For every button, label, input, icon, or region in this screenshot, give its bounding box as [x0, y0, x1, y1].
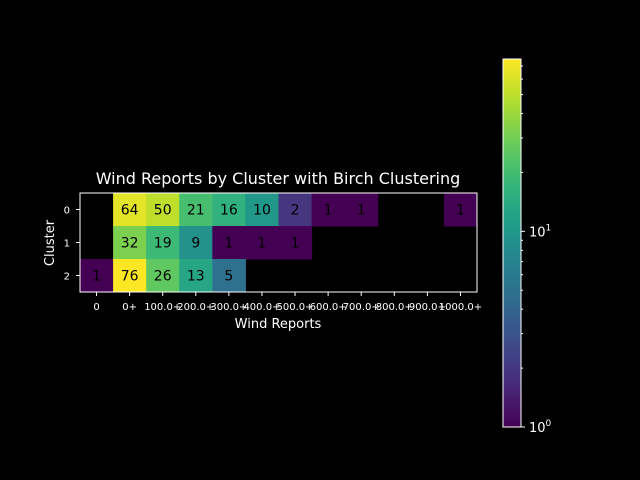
cell-value-label: 1 — [92, 269, 101, 285]
colorbar-tick-label: 100 — [529, 419, 552, 436]
x-tick-label: 600.0+ — [310, 302, 347, 313]
x-tick-label: 1000.0+ — [439, 302, 482, 313]
cell-value-label: 1 — [456, 203, 465, 219]
heatmap-cell — [212, 193, 246, 227]
y-tick-label: 1 — [64, 239, 70, 250]
cell-value-label: 1 — [324, 203, 333, 219]
y-tick-label: 0 — [64, 206, 70, 217]
cell-value-label: 1 — [357, 203, 366, 219]
y-axis-ticks: 0 1 2 — [64, 206, 80, 283]
heatmap-cell — [113, 193, 147, 227]
heatmap-cell — [146, 226, 180, 260]
heatmap-cell — [113, 259, 147, 293]
x-tick-label: 0 — [93, 302, 99, 313]
cell-value-label: 2 — [291, 203, 300, 219]
heatmap-cell — [245, 226, 279, 260]
heatmap-cell — [80, 259, 114, 293]
colorbar-tick-label: 101 — [529, 223, 551, 240]
cell-value-label: 16 — [220, 203, 238, 219]
y-axis-label: Cluster — [43, 219, 58, 266]
heatmap-cell — [278, 193, 313, 227]
cell-value-label: 50 — [154, 203, 172, 219]
cell-value-label: 1 — [224, 236, 233, 252]
cell-value-label: 19 — [154, 236, 172, 252]
heatmap-cell-labels: 64 50 21 16 10 2 1 1 132 19 9 1 1 11 76 26 13 5 — [92, 203, 465, 285]
heatmap-cell — [212, 226, 246, 260]
x-tick-label: 0+ — [122, 302, 137, 313]
heatmap-cell — [278, 226, 313, 260]
heatmap-cell — [443, 193, 478, 227]
heatmap-cell — [113, 226, 147, 260]
colorbar — [502, 58, 522, 428]
x-tick-label: 700.0+ — [343, 302, 380, 313]
heatmap-cell — [179, 226, 213, 260]
cell-value-label: 9 — [191, 236, 200, 252]
heatmap-cell — [344, 193, 379, 227]
x-axis-ticks: 0 0+ 100.0+200.0+300.0+400.0+500.0+600.0+7… — [93, 292, 482, 313]
colorbar-ticks: 100 101 — [521, 65, 552, 436]
cell-value-label: 64 — [121, 203, 139, 219]
x-tick-label: 500.0+ — [277, 302, 314, 313]
cell-value-label: 32 — [121, 236, 139, 252]
heatmap-cell — [245, 193, 279, 227]
cell-value-label: 76 — [121, 269, 139, 285]
heatmap-cell — [179, 193, 213, 227]
cell-value-label: 1 — [257, 236, 266, 252]
cell-value-label: 21 — [187, 203, 205, 219]
y-tick-label: 2 — [64, 272, 70, 283]
x-tick-label: 400.0+ — [243, 302, 280, 313]
x-axis-label: Wind Reports — [235, 317, 322, 332]
heatmap-cell — [311, 193, 346, 227]
x-tick-label: 100.0+ — [144, 302, 181, 313]
heatmap-cell — [179, 259, 213, 293]
cell-value-label: 5 — [224, 269, 233, 285]
cell-value-label: 26 — [154, 269, 172, 285]
x-tick-label: 900.0+ — [409, 302, 446, 313]
x-tick-label: 800.0+ — [376, 302, 413, 313]
x-tick-label: 300.0+ — [210, 302, 247, 313]
heatmap-cell — [212, 259, 246, 293]
cell-value-label: 13 — [187, 269, 205, 285]
heatmap-cell — [146, 259, 180, 293]
chart-title: Wind Reports by Cluster with Birch Clust… — [96, 169, 461, 188]
heatmap-cell — [146, 193, 180, 227]
cell-value-label: 10 — [253, 203, 271, 219]
cell-value-label: 1 — [291, 236, 300, 252]
heatmap-cells — [80, 193, 478, 293]
x-tick-label: 200.0+ — [177, 302, 214, 313]
